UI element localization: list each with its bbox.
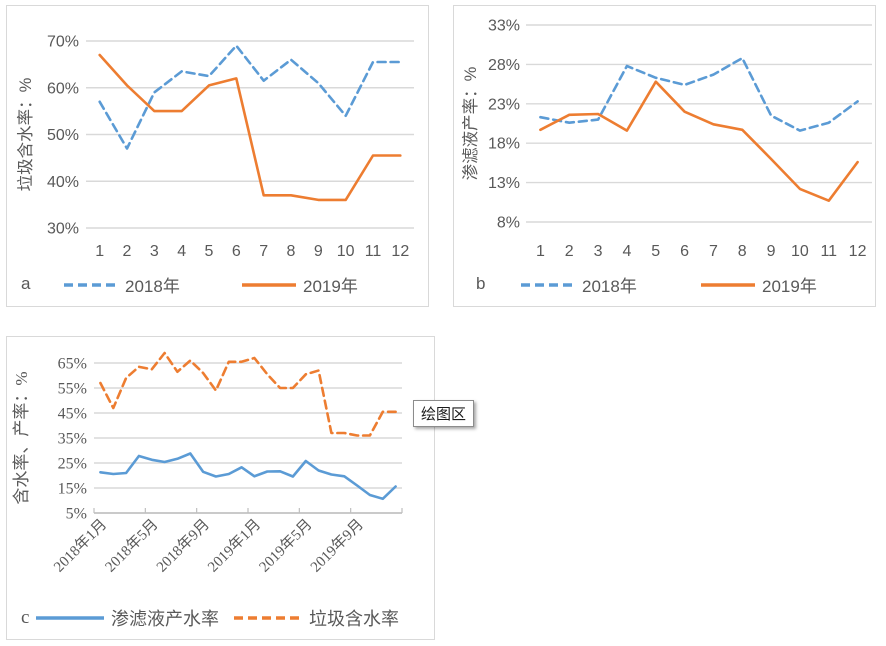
y-tick-label: 8% bbox=[497, 215, 520, 232]
legend-key-2018年 bbox=[64, 283, 118, 287]
chart-panel-a[interactable]: 70% 60% 50% 40% 30% 垃圾含水率：% 1 2 3 4 5 6 7 8 9 10 11 12 a 20… bbox=[6, 5, 429, 307]
x-tick-label: 3 bbox=[150, 243, 159, 260]
y-axis-title: 渗滤液产率：% bbox=[461, 66, 480, 180]
x-tick-label: 12 bbox=[391, 243, 409, 260]
x-tick-label: 2018年9月 bbox=[153, 516, 213, 576]
y-tick-label: 30% bbox=[47, 221, 79, 238]
y-tick-label: 18% bbox=[488, 136, 520, 153]
x-tick-label: 2018年5月 bbox=[102, 516, 162, 576]
y-tick-label: 23% bbox=[488, 96, 520, 113]
y-tick-label: 40% bbox=[47, 174, 79, 191]
x-tick-label: 8 bbox=[287, 243, 296, 260]
x-tick-label: 2019年1月 bbox=[204, 516, 264, 576]
legend-label-2019年: 2019年 bbox=[762, 277, 817, 296]
y-tick-label: 70% bbox=[47, 34, 79, 51]
x-tick-label: 12 bbox=[849, 243, 867, 260]
y-axis-title: 含水率、产率：% bbox=[12, 371, 31, 504]
series-line-垃圾含水率 bbox=[99, 351, 397, 437]
panel-letter: c bbox=[21, 607, 30, 628]
x-tick-label: 2 bbox=[565, 243, 574, 260]
x-tick-label: 6 bbox=[680, 243, 689, 260]
series-line-2018年 bbox=[98, 44, 402, 150]
x-tick-label: 2019年5月 bbox=[256, 516, 316, 576]
legend-key-2018年 bbox=[521, 283, 575, 287]
y-tick-label: 45% bbox=[58, 406, 87, 423]
y-tick-label: 13% bbox=[488, 175, 520, 192]
y-tick-label: 35% bbox=[58, 431, 87, 448]
x-tick-label: 9 bbox=[314, 243, 323, 260]
x-tick-label: 10 bbox=[791, 243, 809, 260]
x-tick-label: 4 bbox=[177, 243, 186, 260]
chart-panel-b[interactable]: 33% 28% 23% 18% 13% 8% 渗滤液产率：% 1 2 3 4 5 6 7 8 9 10 11 12 b… bbox=[453, 5, 876, 307]
legend-key-渗滤液产水率 bbox=[36, 616, 104, 620]
y-tick-label: 28% bbox=[488, 57, 520, 74]
series-line-2018年 bbox=[539, 56, 859, 132]
x-tick-label: 1 bbox=[95, 243, 104, 260]
x-tick-label: 8 bbox=[738, 243, 747, 260]
y-tick-label: 33% bbox=[488, 18, 520, 35]
legend-key-垃圾含水率 bbox=[234, 616, 302, 620]
y-tick-label: 15% bbox=[58, 481, 87, 498]
chart-panel-c[interactable]: 65% 55% 45% 35% 25% 15% 5% 含水率、产率：% 2018年1月 2018年… bbox=[6, 336, 435, 640]
y-tick-label: 60% bbox=[47, 80, 79, 97]
legend-key-2019年 bbox=[242, 283, 296, 287]
legend-c: c 渗滤液产水率 垃圾含水率 bbox=[7, 603, 434, 637]
x-tick-label: 7 bbox=[259, 243, 268, 260]
y-tick-label: 55% bbox=[58, 381, 87, 398]
x-tick-label: 3 bbox=[594, 243, 603, 260]
legend-label-2018年: 2018年 bbox=[125, 277, 180, 296]
legend-label-2018年: 2018年 bbox=[582, 277, 637, 296]
x-tick-label: 2 bbox=[123, 243, 132, 260]
panel-letter: a bbox=[21, 274, 31, 293]
x-tick-label: 6 bbox=[232, 243, 241, 260]
y-tick-label: 25% bbox=[58, 456, 87, 473]
legend-label-渗滤液产水率: 渗滤液产水率 bbox=[111, 609, 219, 629]
chart-c-plot: 65%55%45%35%25%15%5%含水率、产率：%2018年1月2018年… bbox=[12, 351, 403, 576]
legend-b: b 2018年 2019年 bbox=[454, 270, 875, 304]
x-tick-label: 2019年9月 bbox=[307, 516, 367, 576]
x-tick-label: 1 bbox=[536, 243, 545, 260]
panel-letter: b bbox=[476, 274, 486, 293]
x-tick-label: 2018年1月 bbox=[50, 516, 110, 576]
x-tick-label: 5 bbox=[651, 243, 660, 260]
series-line-2019年 bbox=[98, 53, 402, 202]
x-tick-label: 11 bbox=[820, 243, 837, 260]
y-axis-title: 垃圾含水率：% bbox=[16, 77, 35, 191]
series-line-2019年 bbox=[539, 80, 859, 202]
x-tick-label: 9 bbox=[767, 243, 776, 260]
chart-a-plot: 70%60%50%40%30%垃圾含水率：%1 2 3 4 5 6 7 8 9 10 11 12 bbox=[16, 34, 414, 260]
plot-area-tooltip: 绘图区 bbox=[413, 400, 475, 427]
x-tick-label: 7 bbox=[709, 243, 718, 260]
x-tick-label: 4 bbox=[622, 243, 631, 260]
y-tick-label: 50% bbox=[47, 127, 79, 144]
legend-label-2019年: 2019年 bbox=[303, 277, 358, 296]
x-tick-label: 11 bbox=[365, 243, 382, 260]
legend-key-2019年 bbox=[701, 283, 755, 287]
legend-label-垃圾含水率: 垃圾含水率 bbox=[309, 609, 399, 629]
series-line-渗滤液产水率 bbox=[99, 452, 397, 501]
chart-b-plot: 33%28%23%18%13%8%渗滤液产率：%1 2 3 4 5 6 7 8 9 10 11 12 bbox=[461, 18, 872, 260]
x-tick-label: 10 bbox=[337, 243, 355, 260]
y-tick-label: 65% bbox=[58, 356, 87, 373]
x-tick-label: 5 bbox=[205, 243, 214, 260]
y-tick-label: 5% bbox=[66, 506, 87, 523]
legend-a: a 2018年 2019年 bbox=[7, 270, 428, 304]
